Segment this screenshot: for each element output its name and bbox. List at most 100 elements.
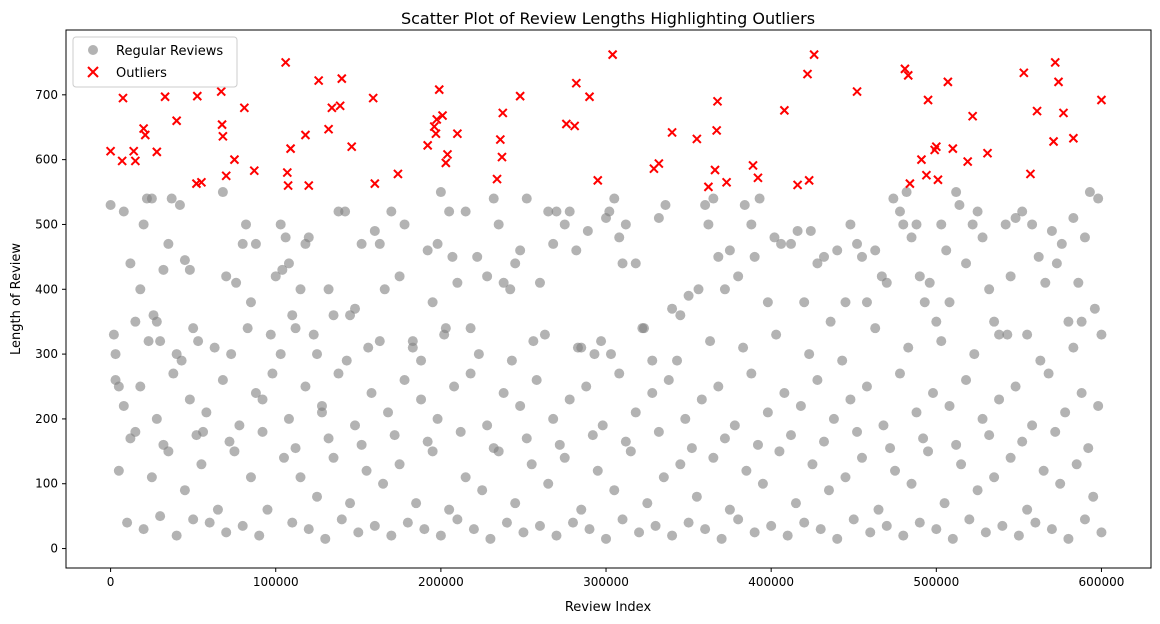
regular-review-point	[819, 436, 830, 447]
regular-review-point	[898, 530, 909, 541]
outliers-series	[105, 49, 1107, 192]
regular-review-point	[807, 459, 818, 470]
regular-review-point	[1083, 443, 1094, 454]
outlier-point	[346, 141, 357, 152]
regular-review-point	[1093, 400, 1104, 411]
regular-review-point	[1046, 524, 1057, 535]
regular-review-point	[625, 446, 636, 457]
legend-label-regular-reviews: Regular Reviews	[116, 44, 223, 59]
regular-review-point	[647, 355, 658, 366]
regular-review-point	[576, 504, 587, 515]
chart-legend: Regular Reviews Outliers	[72, 36, 238, 88]
regular-review-point	[799, 517, 810, 528]
regular-review-point	[954, 200, 965, 211]
regular-review-point	[700, 524, 711, 535]
regular-review-point	[416, 355, 427, 366]
regular-review-point	[564, 394, 575, 405]
outlier-point	[933, 175, 943, 185]
regular-review-point	[534, 277, 545, 288]
regular-review-point	[564, 206, 575, 217]
regular-review-point	[444, 504, 455, 515]
regular-review-point	[1022, 329, 1033, 340]
regular-review-point	[275, 219, 286, 230]
regular-review-point	[493, 219, 504, 230]
regular-review-point	[118, 206, 129, 217]
regular-review-point	[184, 264, 195, 275]
regular-review-point	[427, 446, 438, 457]
regular-review-point	[320, 533, 331, 544]
outlier-point	[434, 84, 444, 95]
outlier-point	[721, 177, 732, 188]
regular-review-point	[630, 258, 641, 269]
regular-review-point	[543, 478, 554, 489]
regular-review-point	[1046, 225, 1057, 236]
outlier-point	[160, 92, 170, 102]
regular-review-point	[468, 524, 479, 535]
outlier-point	[711, 125, 722, 136]
regular-review-point	[779, 387, 790, 398]
outlier-point	[515, 91, 525, 101]
regular-review-point	[906, 232, 917, 243]
outlier-point	[923, 95, 933, 105]
regular-review-point	[176, 355, 187, 366]
regular-review-point	[749, 251, 760, 262]
regular-review-point	[287, 310, 298, 321]
regular-review-point	[171, 530, 182, 541]
regular-review-point	[951, 439, 962, 450]
regular-review-point	[250, 238, 261, 249]
regular-review-point	[267, 368, 278, 379]
regular-review-point	[1043, 368, 1054, 379]
y-tick-label: 500	[35, 217, 58, 231]
outlier-point	[569, 121, 580, 131]
regular-review-point	[856, 452, 867, 463]
regular-review-point	[506, 355, 517, 366]
regular-review-point	[771, 329, 782, 340]
regular-review-point	[328, 452, 339, 463]
regular-review-point	[604, 206, 615, 217]
regular-review-point	[653, 426, 664, 437]
regular-review-point	[452, 514, 463, 525]
regular-review-point	[724, 504, 735, 515]
regular-review-point	[125, 433, 136, 444]
regular-review-point	[539, 329, 550, 340]
regular-review-point	[151, 413, 162, 424]
regular-review-point	[1013, 530, 1024, 541]
regular-review-point	[411, 498, 422, 509]
regular-review-point	[290, 323, 301, 334]
regular-review-point	[168, 368, 179, 379]
regular-review-point	[350, 303, 361, 314]
regular-review-point	[805, 225, 816, 236]
regular-review-point	[906, 478, 917, 489]
outlier-point	[916, 154, 927, 165]
regular-review-point	[620, 219, 631, 230]
regular-review-point	[1056, 238, 1067, 249]
regular-review-point	[918, 433, 929, 444]
regular-review-point	[931, 316, 942, 327]
regular-review-point	[435, 187, 446, 198]
regular-review-point	[642, 498, 653, 509]
regular-review-point	[941, 245, 952, 256]
regular-review-point	[163, 238, 174, 249]
regular-review-point	[696, 394, 707, 405]
regular-review-point	[667, 530, 678, 541]
regular-review-point	[1027, 420, 1038, 431]
regular-review-point	[287, 517, 298, 528]
regular-review-point	[146, 193, 157, 204]
regular-review-point	[832, 533, 843, 544]
outlier-point	[437, 110, 448, 121]
regular-review-point	[155, 511, 166, 522]
regular-review-point	[667, 303, 678, 314]
regular-review-point	[766, 520, 777, 531]
regular-review-point	[110, 349, 121, 360]
regular-review-point	[217, 375, 228, 386]
regular-review-point	[582, 225, 593, 236]
outlier-point	[327, 103, 337, 113]
outlier-point	[982, 148, 993, 158]
regular-review-point	[634, 527, 645, 538]
outlier-point	[809, 49, 819, 60]
regular-reviews-series	[105, 187, 1107, 544]
regular-review-point	[601, 533, 612, 544]
regular-review-point	[130, 316, 141, 327]
regular-review-point	[212, 504, 223, 515]
regular-review-point	[333, 368, 344, 379]
